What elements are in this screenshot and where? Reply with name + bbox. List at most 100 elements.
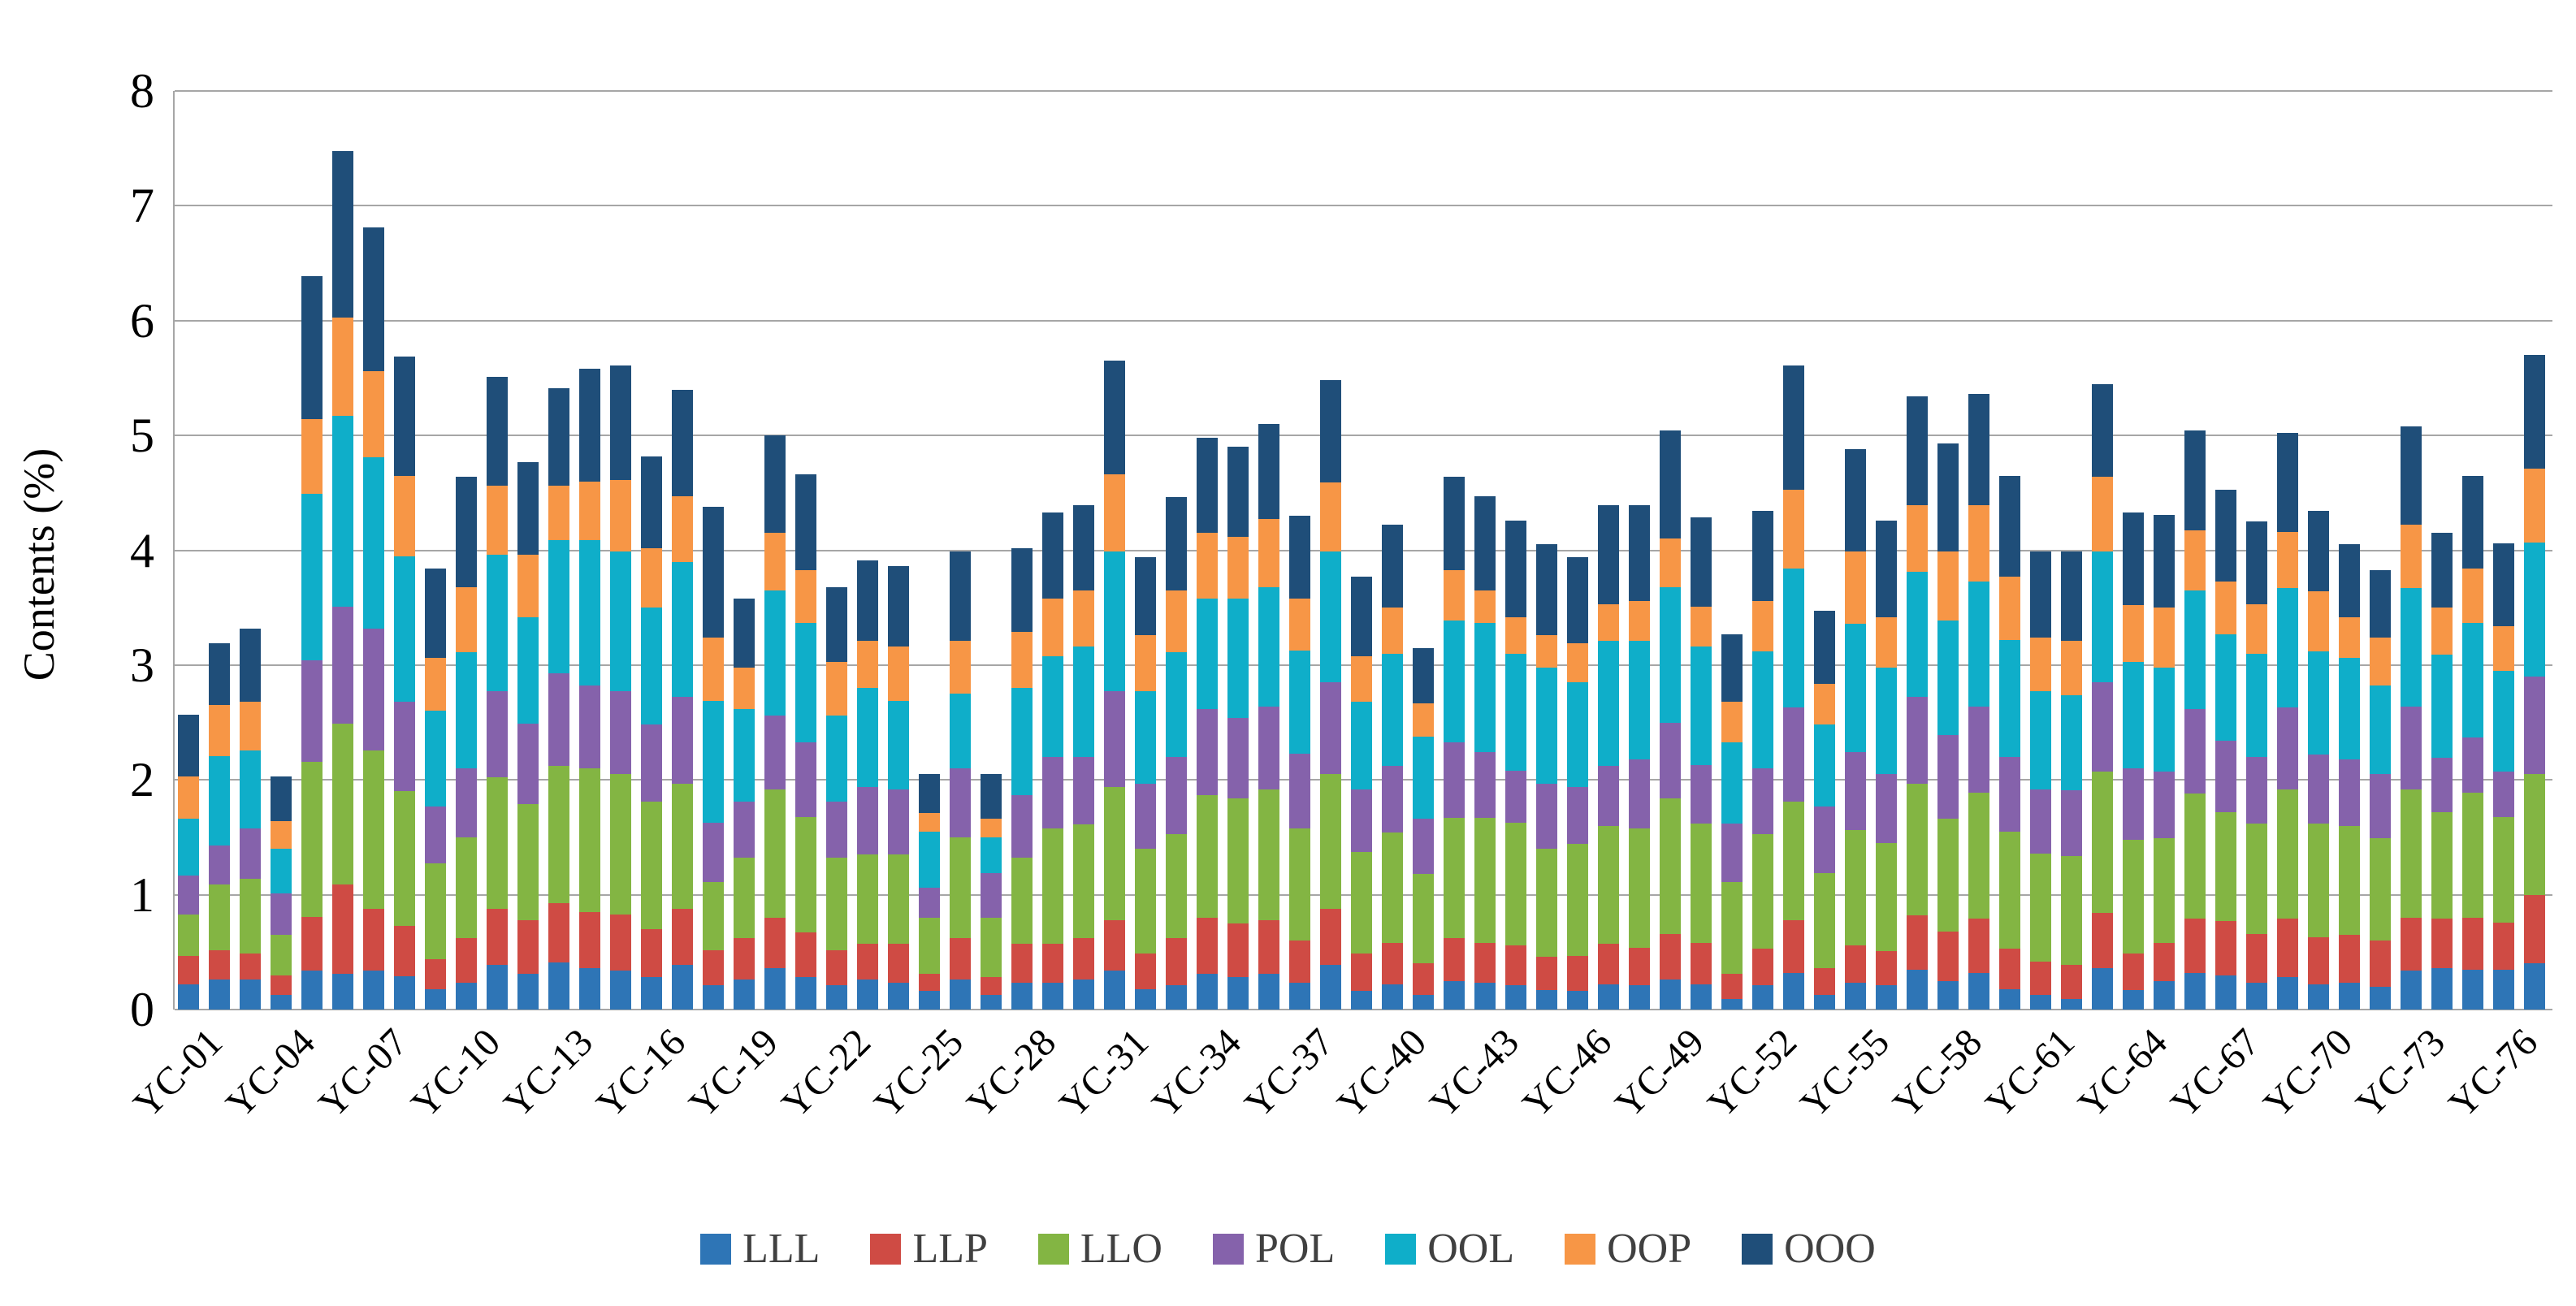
bar-segment-YC-40-OOL <box>1382 653 1403 767</box>
bar-segment-YC-09-OOP <box>425 658 446 711</box>
bar-segment-YC-52-LLP <box>1752 949 1773 986</box>
bar-YC-14 <box>579 369 600 1010</box>
bar-segment-YC-25-OOL <box>919 831 940 889</box>
legend-swatch-LLL <box>700 1233 732 1265</box>
legend: LLL LLP LLO POL OOL OOP OOO <box>0 1225 2576 1273</box>
bar-segment-YC-63-LLP <box>2092 913 2113 969</box>
bar-segment-YC-23-POL <box>857 786 878 855</box>
bar-segment-YC-24-LLP <box>888 944 909 984</box>
bar-YC-12 <box>517 461 539 1010</box>
bar-segment-YC-18-OOL <box>703 700 724 823</box>
bar-segment-YC-54-LLL <box>1814 994 1835 1010</box>
bar-segment-YC-21-LLL <box>795 977 816 1010</box>
bar-segment-YC-15-LLP <box>610 914 631 971</box>
bar-segment-YC-46-OOO <box>1567 556 1588 644</box>
bar-segment-YC-53-POL <box>1783 707 1804 802</box>
bar-segment-YC-64-OOP <box>2123 605 2144 662</box>
bar-segment-YC-66-LLO <box>2184 794 2206 919</box>
bar-segment-YC-61-LLP <box>2030 961 2051 995</box>
bar-segment-YC-76-LLP <box>2493 922 2514 970</box>
bar-YC-19 <box>734 598 755 1010</box>
bar-YC-20 <box>764 435 786 1010</box>
bar-segment-YC-35-POL <box>1227 717 1249 798</box>
bar-segment-YC-58-LLL <box>1937 980 1959 1010</box>
bar-segment-YC-65-OOO <box>2154 514 2175 608</box>
bar-segment-YC-37-LLO <box>1289 828 1310 941</box>
bar-segment-YC-22-LLL <box>826 985 847 1010</box>
bar-segment-YC-37-OOO <box>1289 516 1310 599</box>
bar-segment-YC-39-OOP <box>1351 655 1372 703</box>
bar-segment-YC-16-LLL <box>641 977 662 1010</box>
bar-segment-YC-25-LLO <box>919 917 940 975</box>
bar-segment-YC-39-LLL <box>1351 991 1372 1010</box>
bar-segment-YC-75-LLP <box>2462 917 2483 970</box>
bar-segment-YC-67-OOL <box>2215 634 2236 742</box>
bar-segment-YC-29-LLO <box>1042 828 1063 945</box>
bar-segment-YC-52-POL <box>1752 768 1773 834</box>
bar-YC-45 <box>1536 544 1557 1010</box>
bar-segment-YC-53-LLP <box>1783 919 1804 973</box>
bar-segment-YC-28-OOO <box>1011 547 1033 632</box>
bar-segment-YC-14-LLO <box>579 768 600 912</box>
bar-segment-YC-74-OOO <box>2431 533 2453 608</box>
bar-segment-YC-72-POL <box>2370 774 2391 839</box>
bar-segment-YC-05-POL <box>301 660 323 762</box>
bar-segment-YC-48-LLO <box>1629 828 1650 948</box>
bar-segment-YC-29-LLL <box>1042 983 1063 1010</box>
bar-segment-YC-70-LLP <box>2308 936 2329 984</box>
bar-YC-47 <box>1598 505 1619 1010</box>
bar-YC-66 <box>2184 430 2206 1010</box>
bar-segment-YC-59-OOO <box>1968 394 1989 506</box>
legend-label-OOO: OOO <box>1784 1226 1876 1272</box>
bar-segment-YC-68-OOO <box>2246 521 2267 604</box>
bar-segment-YC-23-LLO <box>857 854 878 945</box>
bar-segment-YC-38-LLL <box>1320 964 1341 1010</box>
bar-segment-YC-39-OOO <box>1351 577 1372 656</box>
bar-segment-YC-64-LLO <box>2123 839 2144 954</box>
bar-segment-YC-68-LLO <box>2246 823 2267 934</box>
bar-segment-YC-45-POL <box>1536 783 1557 850</box>
bar-segment-YC-25-OOO <box>919 774 940 814</box>
bar-segment-YC-23-OOO <box>857 560 878 642</box>
bar-segment-YC-68-OOL <box>2246 653 2267 757</box>
bar-YC-33 <box>1166 497 1187 1010</box>
gridline-y-4 <box>175 549 2552 551</box>
bar-segment-YC-66-POL <box>2184 708 2206 794</box>
bar-segment-YC-47-OOP <box>1598 603 1619 642</box>
bar-segment-YC-43-LLL <box>1474 983 1496 1010</box>
bar-segment-YC-17-OOP <box>672 496 693 562</box>
bar-segment-YC-50-POL <box>1691 764 1712 824</box>
bar-segment-YC-11-POL <box>487 691 508 778</box>
bar-segment-YC-33-OOO <box>1166 497 1187 590</box>
bar-segment-YC-61-LLL <box>2030 994 2051 1010</box>
bar-segment-YC-03-OOL <box>240 750 261 828</box>
bar-YC-23 <box>857 560 878 1010</box>
bar-segment-YC-50-OOO <box>1691 517 1712 607</box>
bar-segment-YC-11-LLP <box>487 908 508 965</box>
bar-segment-YC-38-LLP <box>1320 908 1341 965</box>
bar-YC-21 <box>795 474 816 1010</box>
bar-segment-YC-70-LLO <box>2308 823 2329 937</box>
bar-segment-YC-74-OOL <box>2431 655 2453 759</box>
bar-segment-YC-43-OOO <box>1474 496 1496 590</box>
legend-swatch-LLP <box>870 1233 902 1265</box>
bar-segment-YC-15-LLO <box>610 774 631 915</box>
legend-swatch-OOP <box>1565 1233 1596 1265</box>
legend-item-OOO: OOO <box>1742 1225 1876 1273</box>
bar-segment-YC-30-LLO <box>1073 824 1094 939</box>
bar-segment-YC-14-OOO <box>579 369 600 482</box>
bar-segment-YC-18-LLL <box>703 985 724 1010</box>
bar-segment-YC-13-OOL <box>548 539 569 673</box>
bar-segment-YC-55-LLL <box>1845 983 1866 1010</box>
bar-segment-YC-02-LLP <box>209 949 230 980</box>
bar-YC-73 <box>2401 426 2422 1010</box>
bar-segment-YC-70-OOP <box>2308 591 2329 651</box>
bar-segment-YC-39-POL <box>1351 789 1372 853</box>
bar-segment-YC-22-OOP <box>826 661 847 716</box>
bar-segment-YC-41-LLO <box>1413 874 1434 964</box>
bar-segment-YC-12-OOP <box>517 555 539 617</box>
bar-segment-YC-43-OOP <box>1474 590 1496 623</box>
bar-segment-YC-64-LLL <box>2123 989 2144 1010</box>
bar-segment-YC-74-LLO <box>2431 811 2453 919</box>
bar-segment-YC-32-LLL <box>1135 988 1156 1010</box>
